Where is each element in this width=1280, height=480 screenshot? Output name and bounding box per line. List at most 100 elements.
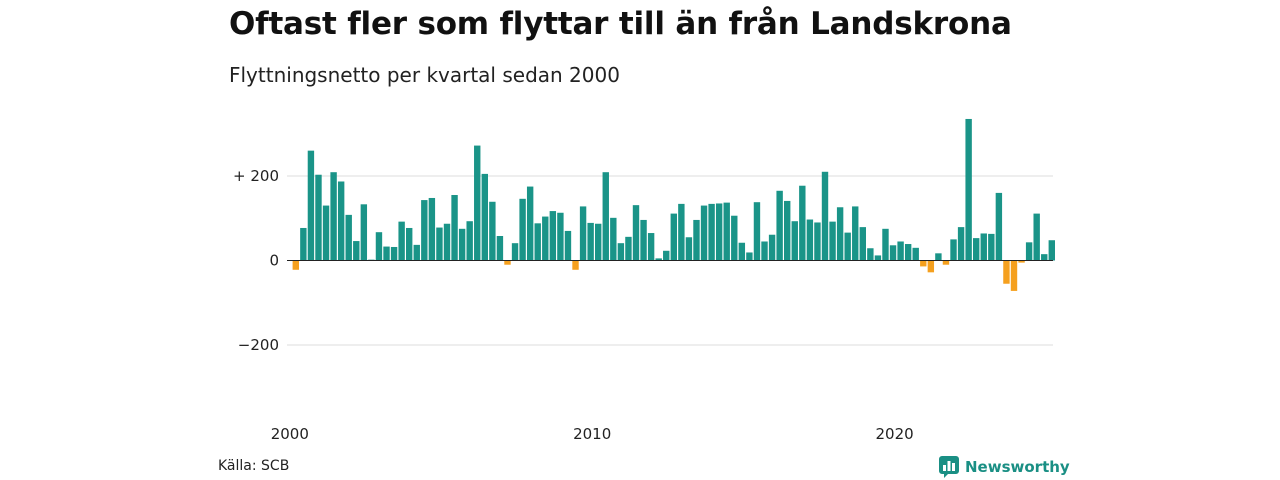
gridlines	[287, 175, 1053, 346]
bar	[632, 205, 640, 261]
bar	[852, 206, 859, 261]
bar	[867, 248, 874, 261]
bar	[421, 200, 428, 261]
bar	[579, 206, 587, 261]
bar	[731, 215, 738, 261]
bar	[610, 217, 617, 261]
bar	[413, 244, 420, 261]
bar	[761, 241, 768, 261]
bar	[693, 219, 700, 261]
bar	[398, 221, 405, 261]
bar	[564, 230, 572, 261]
brand-logo: Newsworthy	[939, 456, 1070, 478]
bar	[292, 260, 299, 270]
bar	[1010, 260, 1018, 291]
bar	[647, 233, 655, 261]
bar	[375, 232, 383, 261]
x-tick-label: 2010	[573, 425, 611, 443]
y-tick-label: 0	[269, 252, 279, 270]
bar	[776, 190, 783, 261]
bar	[526, 186, 534, 261]
bar	[474, 145, 481, 261]
bar	[1048, 240, 1055, 261]
bar	[534, 223, 541, 261]
chart-subtitle: Flyttningsnetto per kvartal sedan 2000	[229, 63, 620, 87]
bar	[738, 242, 746, 261]
bar	[587, 222, 594, 261]
bar	[799, 185, 806, 261]
bar	[1003, 260, 1010, 284]
bar	[889, 245, 897, 261]
bar	[504, 260, 511, 265]
bar	[617, 243, 625, 261]
bar	[466, 221, 473, 261]
bar	[746, 252, 753, 261]
bar	[897, 241, 904, 261]
source-note: Källa: SCB	[218, 458, 290, 474]
bar-chart-bubble-icon	[939, 456, 959, 478]
bar	[912, 247, 919, 261]
bar	[844, 232, 851, 261]
bar	[874, 255, 882, 261]
bar	[353, 241, 360, 261]
bar	[1033, 213, 1040, 261]
bar	[708, 203, 715, 261]
bar	[829, 221, 836, 261]
x-tick-label: 2000	[271, 425, 309, 443]
bar	[345, 214, 352, 261]
bar	[337, 181, 345, 261]
bar	[481, 173, 488, 261]
bar	[436, 227, 443, 261]
bar	[640, 219, 647, 261]
bar	[489, 201, 496, 261]
bar	[988, 233, 995, 261]
bar	[950, 239, 957, 261]
bar	[859, 227, 866, 261]
bars	[292, 118, 1055, 291]
bar	[723, 202, 730, 261]
brand-name: Newsworthy	[965, 458, 1070, 476]
bar	[443, 223, 451, 261]
bar	[572, 260, 579, 270]
bar	[655, 258, 662, 261]
bar	[451, 195, 458, 261]
bar	[557, 212, 564, 261]
bar	[315, 174, 322, 261]
bar	[980, 233, 987, 261]
bar	[920, 260, 927, 267]
bar	[406, 227, 413, 261]
bar	[995, 192, 1003, 261]
bar	[496, 236, 504, 261]
bar	[973, 238, 980, 261]
bar	[791, 221, 798, 261]
bar	[1018, 260, 1025, 263]
bar	[965, 118, 972, 261]
axes: + 200 0 −200 2000 2010 2020	[233, 167, 1053, 443]
bar	[1025, 242, 1033, 261]
bar	[602, 172, 609, 261]
bar	[836, 207, 844, 261]
bar	[428, 197, 436, 261]
chart-title: Oftast fler som flyttar till än från Lan…	[229, 6, 1012, 42]
bar	[300, 227, 307, 261]
bar	[322, 205, 330, 261]
bar	[330, 172, 337, 261]
bar	[549, 211, 557, 261]
bar	[715, 203, 723, 261]
bar	[670, 213, 677, 261]
bar	[753, 202, 761, 261]
bar	[383, 246, 390, 261]
bar	[942, 260, 950, 265]
bar	[904, 244, 912, 261]
bar	[542, 216, 549, 261]
bar	[700, 205, 708, 261]
bar	[625, 236, 632, 261]
bar	[927, 260, 935, 273]
y-tick-label: −200	[238, 336, 279, 354]
bar	[768, 234, 776, 261]
bar	[784, 200, 791, 261]
bar	[458, 228, 466, 261]
bar	[519, 198, 526, 261]
x-tick-label: 2020	[876, 425, 914, 443]
